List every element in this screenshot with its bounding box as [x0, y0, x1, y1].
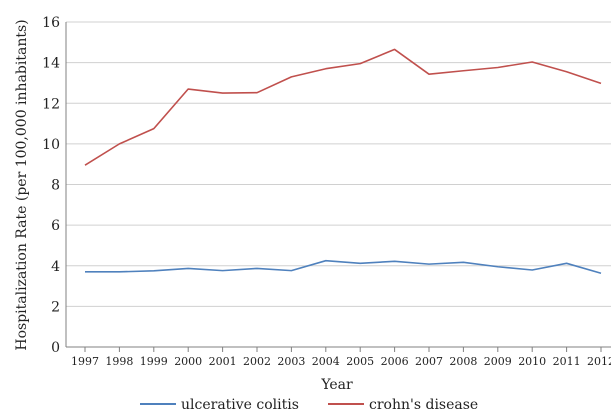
x-tick-label: 1999 — [140, 355, 168, 368]
x-tick-label: 2012 — [587, 355, 611, 368]
y-tick-label: 10 — [42, 137, 60, 153]
x-tick-label: 2009 — [484, 355, 512, 368]
y-tick-label: 0 — [51, 340, 60, 356]
x-tick-label: 2002 — [243, 355, 271, 368]
x-tick-label: 2004 — [312, 355, 340, 368]
x-tick-labels: 1997 1998 1999 2000 2001 2002 2003 2004 2005 2006… — [71, 347, 611, 368]
x-tick-label: 2007 — [415, 355, 443, 368]
y-tick-label: 12 — [42, 96, 60, 112]
x-axis-title: Year — [320, 377, 353, 393]
axes — [65, 22, 611, 348]
legend: ulcerative colitis crohn's disease — [140, 397, 478, 412]
y-tick-label: 14 — [42, 56, 60, 72]
x-tick-label: 2005 — [346, 355, 374, 368]
series-line-0 — [85, 259, 602, 275]
y-tick-label: 8 — [51, 178, 60, 194]
x-tick-label: 1997 — [71, 355, 99, 368]
y-axis-title: Hospitalization Rate (per 100,000 inhabi… — [14, 19, 30, 350]
x-tick-label: 2010 — [518, 355, 546, 368]
y-tick-label: 16 — [42, 15, 60, 31]
y-tick-labels: 0 2 4 6 8 10 12 14 16 — [42, 15, 60, 356]
series-line-1 — [84, 48, 602, 166]
gridlines — [66, 21, 611, 307]
x-tick-label: 2011 — [553, 355, 581, 368]
x-tick-label: 2006 — [381, 355, 409, 368]
x-tick-label: 2000 — [174, 355, 202, 368]
y-tick-label: 4 — [51, 259, 60, 275]
y-tick-label: 2 — [51, 299, 60, 315]
y-tick-label: 6 — [51, 218, 60, 234]
x-tick-label: 2001 — [209, 355, 237, 368]
x-tick-label: 2003 — [277, 355, 305, 368]
legend-label: ulcerative colitis — [181, 397, 299, 412]
x-tick-label: 1998 — [105, 355, 133, 368]
legend-label: crohn's disease — [369, 397, 478, 412]
series-lines — [84, 48, 602, 275]
x-tick-label: 2008 — [449, 355, 477, 368]
